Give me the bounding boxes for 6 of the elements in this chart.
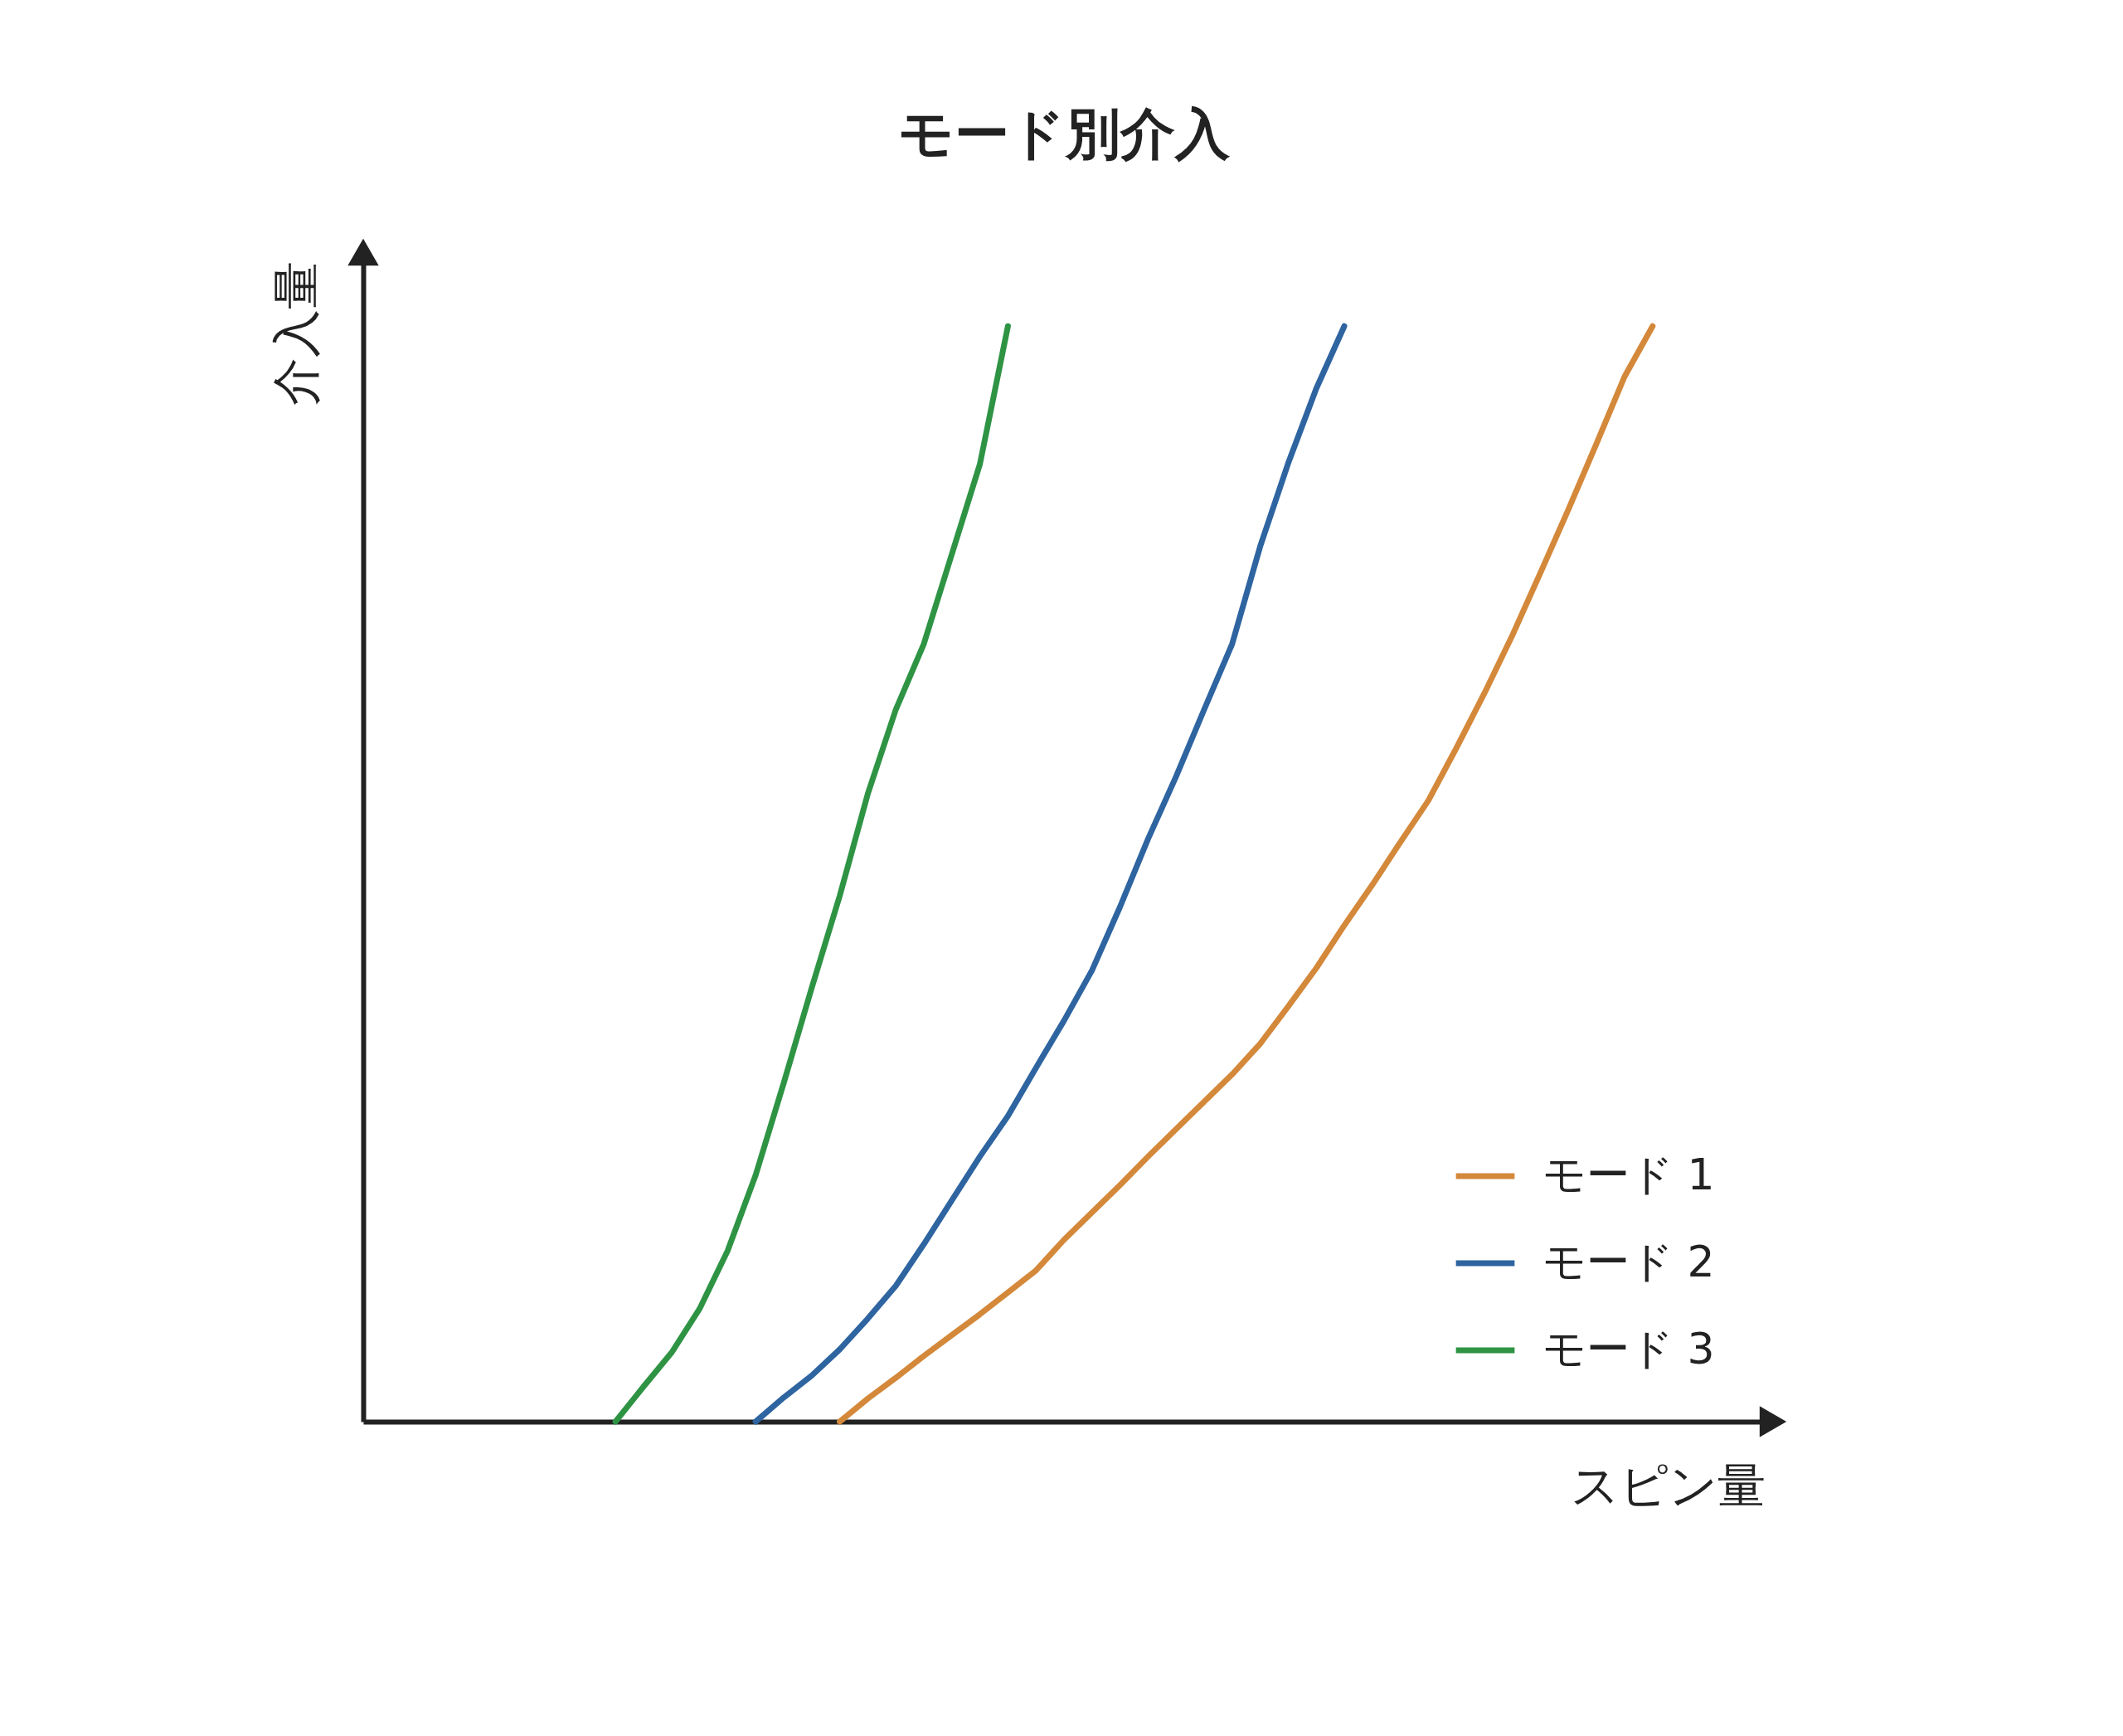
legend-label: モード 3 (1542, 1324, 1715, 1374)
y-axis-title: 介入量 (267, 260, 324, 406)
x-axis-title: スピン量 (1570, 1456, 1766, 1514)
chart-title: モード別介入 (898, 101, 1231, 166)
legend-label: モード 2 (1542, 1237, 1715, 1286)
legend-label: モード 1 (1542, 1150, 1715, 1199)
